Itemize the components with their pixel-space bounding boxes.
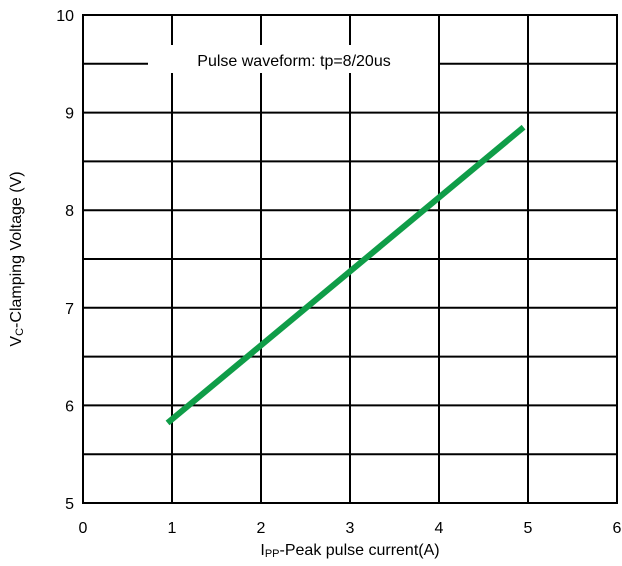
plot-frame [82,14,618,504]
x-axis-label-subscript: PP [265,548,280,560]
y-axis-label-rest: -Clamping Voltage (V) [8,171,25,328]
y-tick-label: 6 [65,398,74,415]
x-axis-label-rest: -Peak pulse current(A) [280,542,440,559]
x-tick-label: 2 [257,520,266,537]
annotation-background [148,45,438,73]
x-axis-label: IPP-Peak pulse current(A) [260,542,439,560]
x-tick-label: 5 [524,520,533,537]
y-tick-labels: 5 6 7 8 9 10 [56,8,74,513]
y-axis-label-main: V [8,336,25,347]
y-tick-label: 10 [56,8,74,25]
series-layer [165,124,526,426]
x-tick-label: 6 [613,520,622,537]
y-tick-label: 9 [65,106,74,123]
x-tick-label: 3 [346,520,355,537]
x-tick-label: 0 [79,520,88,537]
y-axis-label: VC-Clamping Voltage (V) [8,171,26,346]
y-tick-label: 8 [65,203,74,220]
y-tick-label: 7 [65,301,74,318]
x-tick-label: 1 [168,520,177,537]
y-tick-label: 5 [65,496,74,513]
y-axis-label-subscript: C [14,328,26,336]
x-axis-label-main: I [260,542,264,559]
x-tick-label: 4 [435,520,444,537]
annotation-group: Pulse waveform: tp=8/20us [148,45,438,73]
annotation-text: Pulse waveform: tp=8/20us [197,53,390,70]
series-line [165,124,526,426]
grid [83,15,617,503]
x-tick-labels: 0 1 2 3 4 5 6 [79,520,622,537]
